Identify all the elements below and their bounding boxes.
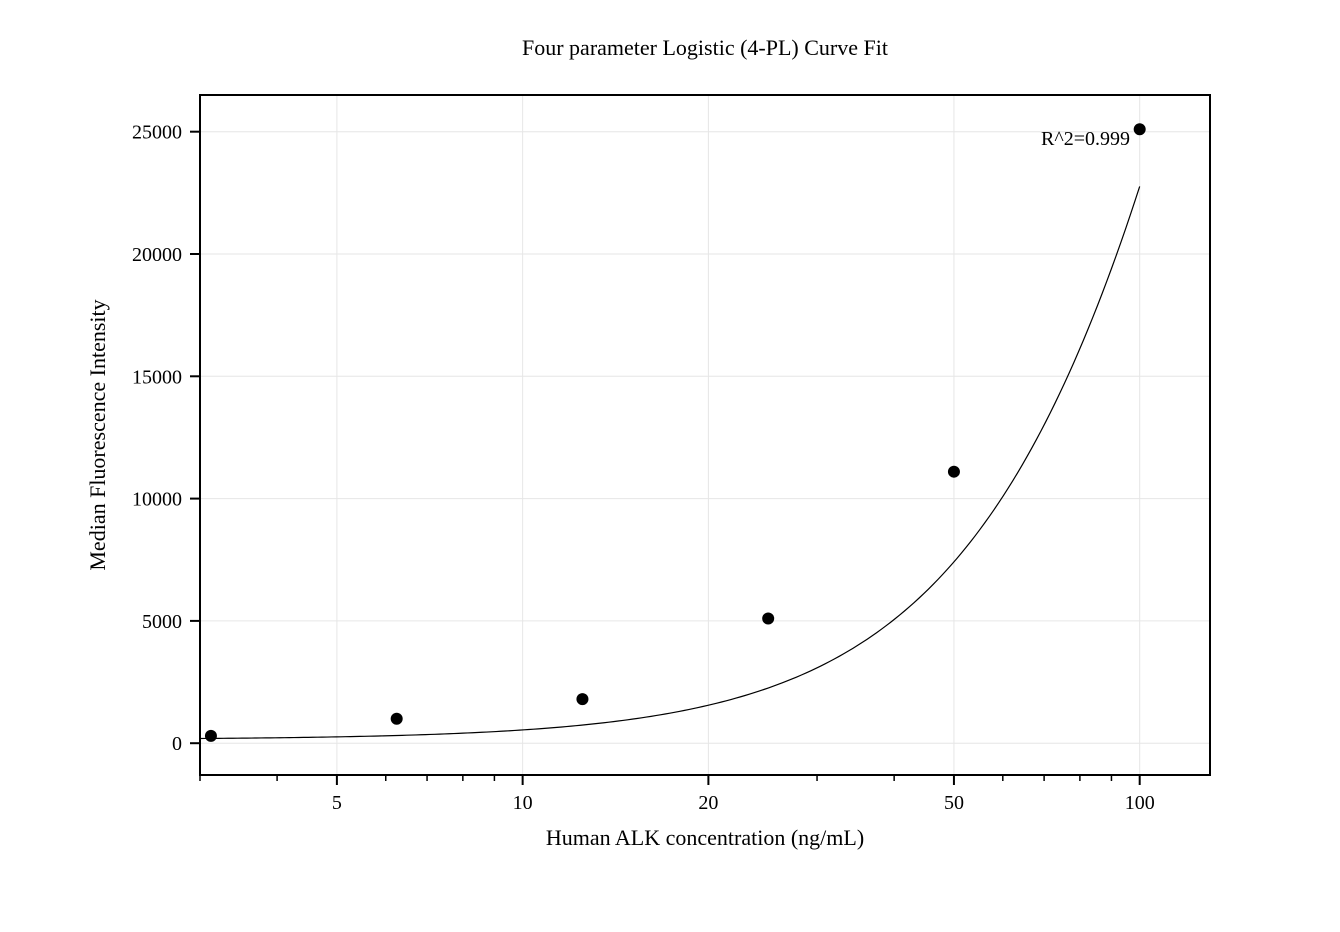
- chart-title: Four parameter Logistic (4-PL) Curve Fit: [522, 35, 888, 60]
- x-tick-label: 10: [513, 792, 533, 814]
- chart-svg: 5 10 20 50 100 0 5000 10000 15000 20000 25000 Four …: [0, 0, 1340, 932]
- x-tick-label: 100: [1125, 792, 1155, 814]
- data-point: [205, 730, 217, 742]
- r-squared-annotation: R^2=0.999: [1041, 128, 1130, 150]
- y-tick-label: 20000: [132, 244, 182, 266]
- data-point: [762, 612, 774, 624]
- x-tick-label: 5: [332, 792, 342, 814]
- y-tick-label: 5000: [142, 611, 182, 633]
- data-point: [576, 693, 588, 705]
- x-tick-label: 20: [698, 792, 718, 814]
- y-tick-label: 15000: [132, 366, 182, 388]
- data-point: [391, 713, 403, 725]
- data-point: [948, 466, 960, 478]
- x-tick-label: 50: [944, 792, 964, 814]
- y-tick-label: 0: [172, 733, 182, 755]
- x-axis-label: Human ALK concentration (ng/mL): [546, 825, 864, 850]
- y-tick-label: 25000: [132, 122, 182, 144]
- y-axis-label: Median Fluorescence Intensity: [85, 299, 110, 570]
- data-point: [1134, 123, 1146, 135]
- y-tick-label: 10000: [132, 489, 182, 511]
- chart-container: 5 10 20 50 100 0 5000 10000 15000 20000 25000 Four …: [0, 0, 1340, 932]
